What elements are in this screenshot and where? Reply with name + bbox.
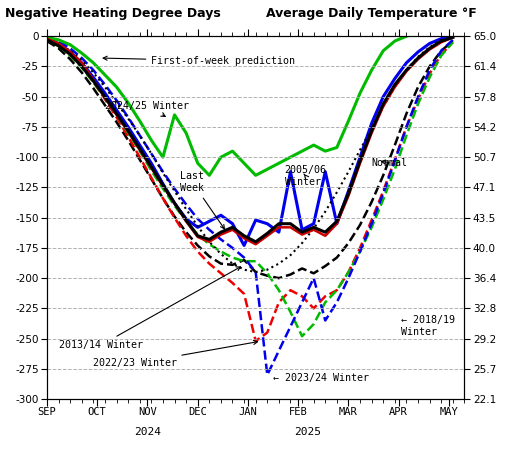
Text: Average Daily Temperature °F: Average Daily Temperature °F <box>266 7 476 20</box>
Text: 2024/25 Winter: 2024/25 Winter <box>105 101 189 117</box>
Text: ← 2018/19
Winter: ← 2018/19 Winter <box>401 316 455 337</box>
Text: 2022/23 Winter: 2022/23 Winter <box>94 340 258 368</box>
Text: 2013/14 Winter: 2013/14 Winter <box>59 267 241 350</box>
Text: Negative Heating Degree Days: Negative Heating Degree Days <box>5 7 221 20</box>
Text: Last
Week: Last Week <box>180 171 224 229</box>
Text: Normal: Normal <box>371 158 408 168</box>
Text: 2025: 2025 <box>294 427 321 437</box>
Text: First-of-week prediction: First-of-week prediction <box>103 56 295 66</box>
Text: 2005/06
Winter: 2005/06 Winter <box>285 165 327 187</box>
Text: 2024: 2024 <box>134 427 161 437</box>
Text: ← 2023/24 Winter: ← 2023/24 Winter <box>273 373 369 383</box>
